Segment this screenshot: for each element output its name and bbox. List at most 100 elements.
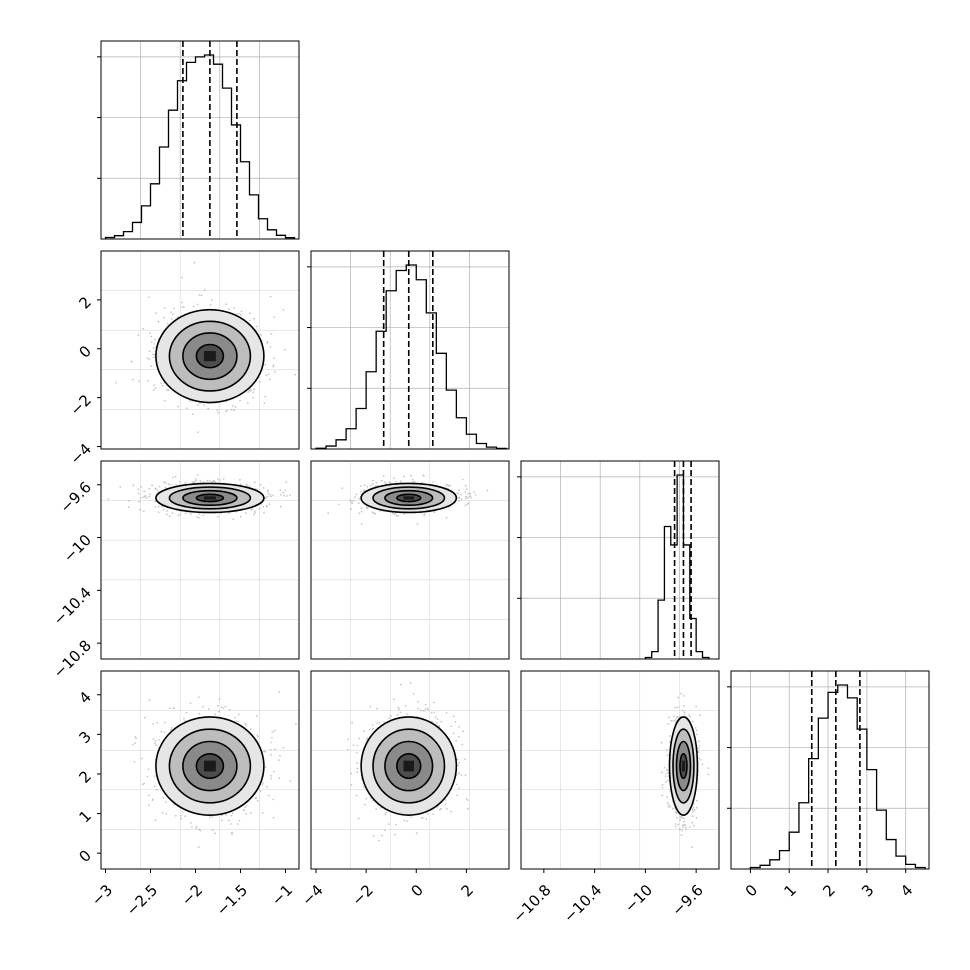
- contour-1: [372, 486, 446, 510]
- sample-point: [154, 506, 157, 508]
- sample-point: [264, 395, 266, 398]
- sample-point: [225, 814, 228, 816]
- sample-point: [370, 484, 372, 487]
- sample-point: [270, 777, 272, 780]
- sample-point: [269, 295, 272, 298]
- sample-point: [433, 711, 436, 714]
- sample-point: [444, 799, 447, 801]
- sample-point: [430, 711, 433, 714]
- xtick-label: 2: [458, 881, 477, 900]
- sample-point: [399, 480, 402, 483]
- sample-point: [426, 707, 429, 710]
- sample-point: [245, 804, 248, 807]
- sample-point: [385, 482, 387, 485]
- sample-point: [158, 739, 161, 741]
- sample-point: [366, 737, 369, 739]
- sample-point: [273, 357, 276, 360]
- sample-point: [255, 797, 257, 800]
- sample-point: [267, 492, 270, 495]
- sample-point: [458, 772, 460, 775]
- sample-point: [701, 763, 704, 766]
- sample-point: [666, 754, 669, 756]
- sample-point: [236, 720, 239, 723]
- sample-point: [258, 507, 261, 510]
- sample-point: [148, 487, 151, 490]
- sample-point: [233, 409, 236, 412]
- sample-point: [230, 823, 232, 825]
- sample-point: [203, 289, 206, 291]
- sample-point: [473, 491, 475, 493]
- sample-point: [202, 706, 205, 708]
- sample-point: [424, 703, 427, 706]
- sample-point: [153, 775, 156, 777]
- contour-1: [168, 486, 252, 510]
- sample-point: [251, 508, 253, 511]
- sample-point: [234, 716, 237, 719]
- sample-point: [156, 721, 159, 724]
- sample-point: [207, 708, 210, 710]
- sample-point: [202, 514, 205, 517]
- sample-point: [417, 700, 420, 703]
- sample-point: [440, 720, 443, 723]
- sample-point: [180, 814, 182, 817]
- sample-point: [397, 514, 400, 517]
- sample-point: [147, 768, 150, 770]
- sample-point: [152, 389, 155, 391]
- sample-point: [217, 412, 220, 414]
- sample-point: [240, 310, 243, 313]
- sample-point: [228, 512, 230, 514]
- sample-point: [272, 798, 275, 801]
- sample-point: [417, 707, 420, 710]
- sample-point: [285, 481, 288, 484]
- sample-point: [158, 485, 161, 488]
- sample-point: [387, 823, 390, 825]
- sample-point: [469, 495, 471, 497]
- sample-point: [259, 483, 262, 486]
- sample-point: [168, 515, 171, 517]
- sample-point: [381, 834, 383, 837]
- sample-point: [466, 799, 469, 801]
- sample-point: [245, 812, 247, 815]
- sample-point: [283, 348, 286, 351]
- sample-point: [220, 706, 223, 708]
- sample-point: [269, 378, 271, 381]
- contour-0: [360, 716, 458, 816]
- sample-point: [193, 261, 196, 264]
- sample-point: [465, 488, 468, 491]
- sample-point: [148, 794, 150, 797]
- sample-point: [267, 373, 270, 376]
- sample-point: [181, 276, 184, 279]
- sample-point: [164, 307, 166, 309]
- sample-point: [225, 303, 228, 306]
- sample-point: [253, 388, 256, 391]
- sample-point: [232, 518, 235, 520]
- sample-point: [249, 388, 252, 390]
- sample-point: [226, 409, 229, 412]
- sample-point: [246, 484, 249, 487]
- sample-point: [667, 716, 670, 719]
- sample-point: [389, 714, 392, 717]
- sample-point: [269, 749, 272, 751]
- sample-point: [249, 312, 251, 315]
- sample-point: [352, 744, 355, 747]
- sample-point: [416, 523, 419, 525]
- sample-point: [411, 478, 414, 481]
- sample-point: [486, 489, 489, 492]
- sample-point: [663, 766, 666, 769]
- sample-point: [188, 400, 191, 402]
- sample-point: [272, 364, 275, 366]
- sample-point: [270, 741, 272, 744]
- sample-point: [134, 736, 137, 738]
- panel-hist-p0: [97, 40, 300, 240]
- sample-point: [274, 748, 277, 751]
- density-peak: [403, 496, 414, 500]
- sample-point: [163, 481, 166, 483]
- sample-point: [465, 497, 467, 500]
- ytick-label: −10.4: [50, 584, 95, 629]
- sample-point: [154, 819, 157, 822]
- sample-point: [278, 690, 280, 693]
- sample-point: [198, 516, 200, 519]
- sample-point: [362, 786, 365, 788]
- sample-point: [184, 482, 187, 484]
- sample-point: [422, 474, 425, 477]
